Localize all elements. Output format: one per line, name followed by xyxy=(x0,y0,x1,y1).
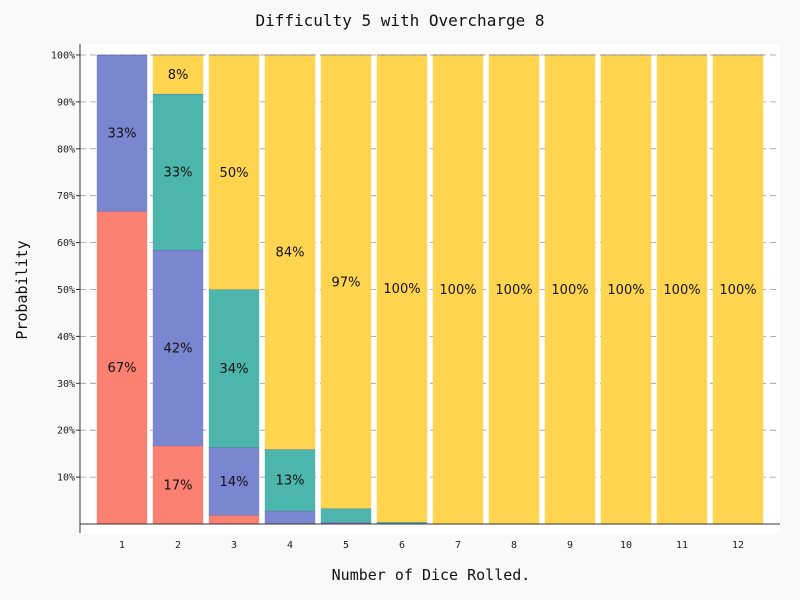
data-label: 100% xyxy=(383,282,420,297)
x-tick-label: 9 xyxy=(567,540,573,551)
y-tick-label: 40% xyxy=(57,332,75,343)
bar-segment xyxy=(320,508,372,523)
data-label: 50% xyxy=(220,166,249,181)
x-tick-label: 12 xyxy=(732,540,744,551)
y-tick-label: 70% xyxy=(57,191,75,202)
bar-segment xyxy=(208,447,260,516)
data-label: 17% xyxy=(164,478,193,493)
data-label: 33% xyxy=(108,127,137,142)
y-tick-label: 50% xyxy=(57,285,75,296)
bar-segment xyxy=(208,55,260,290)
x-tick-label: 10 xyxy=(620,540,632,551)
bar-segment xyxy=(152,55,204,94)
y-tick-label: 10% xyxy=(57,473,75,484)
chart-title: Difficulty 5 with Overcharge 8 xyxy=(256,11,545,30)
bars xyxy=(96,54,764,525)
bar-segment xyxy=(208,289,260,448)
bar-segment xyxy=(432,55,484,524)
data-label: 13% xyxy=(276,474,305,489)
y-tick-label: 90% xyxy=(57,97,75,108)
bar-segment xyxy=(376,522,428,524)
data-label: 67% xyxy=(108,361,137,376)
y-tick-label: 20% xyxy=(57,426,75,437)
data-label: 33% xyxy=(164,166,193,181)
data-labels: 67% 33% 17% 42% 33% 8% 14% 34% 50% 13% 84% 97% 100% 1… xyxy=(108,68,757,493)
bar-segment xyxy=(320,55,372,509)
bar-segment xyxy=(264,449,316,511)
bar-segment xyxy=(544,55,596,524)
data-label: 100% xyxy=(607,283,644,298)
data-label: 97% xyxy=(332,275,361,290)
bar-segment xyxy=(320,522,372,524)
y-tick-label: 80% xyxy=(57,144,75,155)
bar-segment xyxy=(264,510,316,524)
bar-segment xyxy=(712,55,764,524)
data-label: 100% xyxy=(439,283,476,298)
y-tick-label: 100% xyxy=(51,51,75,62)
x-tick-label: 6 xyxy=(399,540,405,551)
data-label: 100% xyxy=(719,283,756,298)
bar-segment xyxy=(152,250,204,446)
bar-segment xyxy=(152,445,204,524)
x-tick-label: 3 xyxy=(231,540,237,551)
x-tick-label: 11 xyxy=(676,540,688,551)
data-label: 100% xyxy=(663,283,700,298)
bar-segment xyxy=(208,515,260,524)
y-tick-label: 60% xyxy=(57,238,75,249)
bar-segment xyxy=(488,55,540,524)
data-label: 8% xyxy=(168,68,189,83)
bar-segment xyxy=(96,211,148,524)
data-label: 100% xyxy=(551,283,588,298)
data-label: 84% xyxy=(276,246,305,261)
bar-segment xyxy=(152,93,204,251)
data-label: 100% xyxy=(495,283,532,298)
data-label: 42% xyxy=(164,341,193,356)
data-label: 14% xyxy=(220,475,249,490)
y-tick-label: 30% xyxy=(57,379,75,390)
y-axis-label: Probability xyxy=(13,240,31,339)
x-tick-label: 1 xyxy=(119,540,125,551)
bar-segment xyxy=(264,55,316,450)
x-tick-label: 7 xyxy=(455,540,461,551)
x-tick-label: 2 xyxy=(175,540,181,551)
axes: 10%20%30%40%50%60%70%80%90%100%1 2 3 4 5 6 7 8 9… xyxy=(51,44,780,551)
bar-segment xyxy=(600,55,652,524)
bar-segment xyxy=(376,55,428,523)
x-tick-label: 5 xyxy=(343,540,349,551)
x-tick-label: 4 xyxy=(287,540,293,551)
data-label: 34% xyxy=(220,362,249,377)
x-axis-label: Number of Dice Rolled. xyxy=(332,566,531,584)
x-tick-label: 8 xyxy=(511,540,517,551)
bar-segment xyxy=(656,55,708,524)
bar-segment xyxy=(96,55,148,212)
